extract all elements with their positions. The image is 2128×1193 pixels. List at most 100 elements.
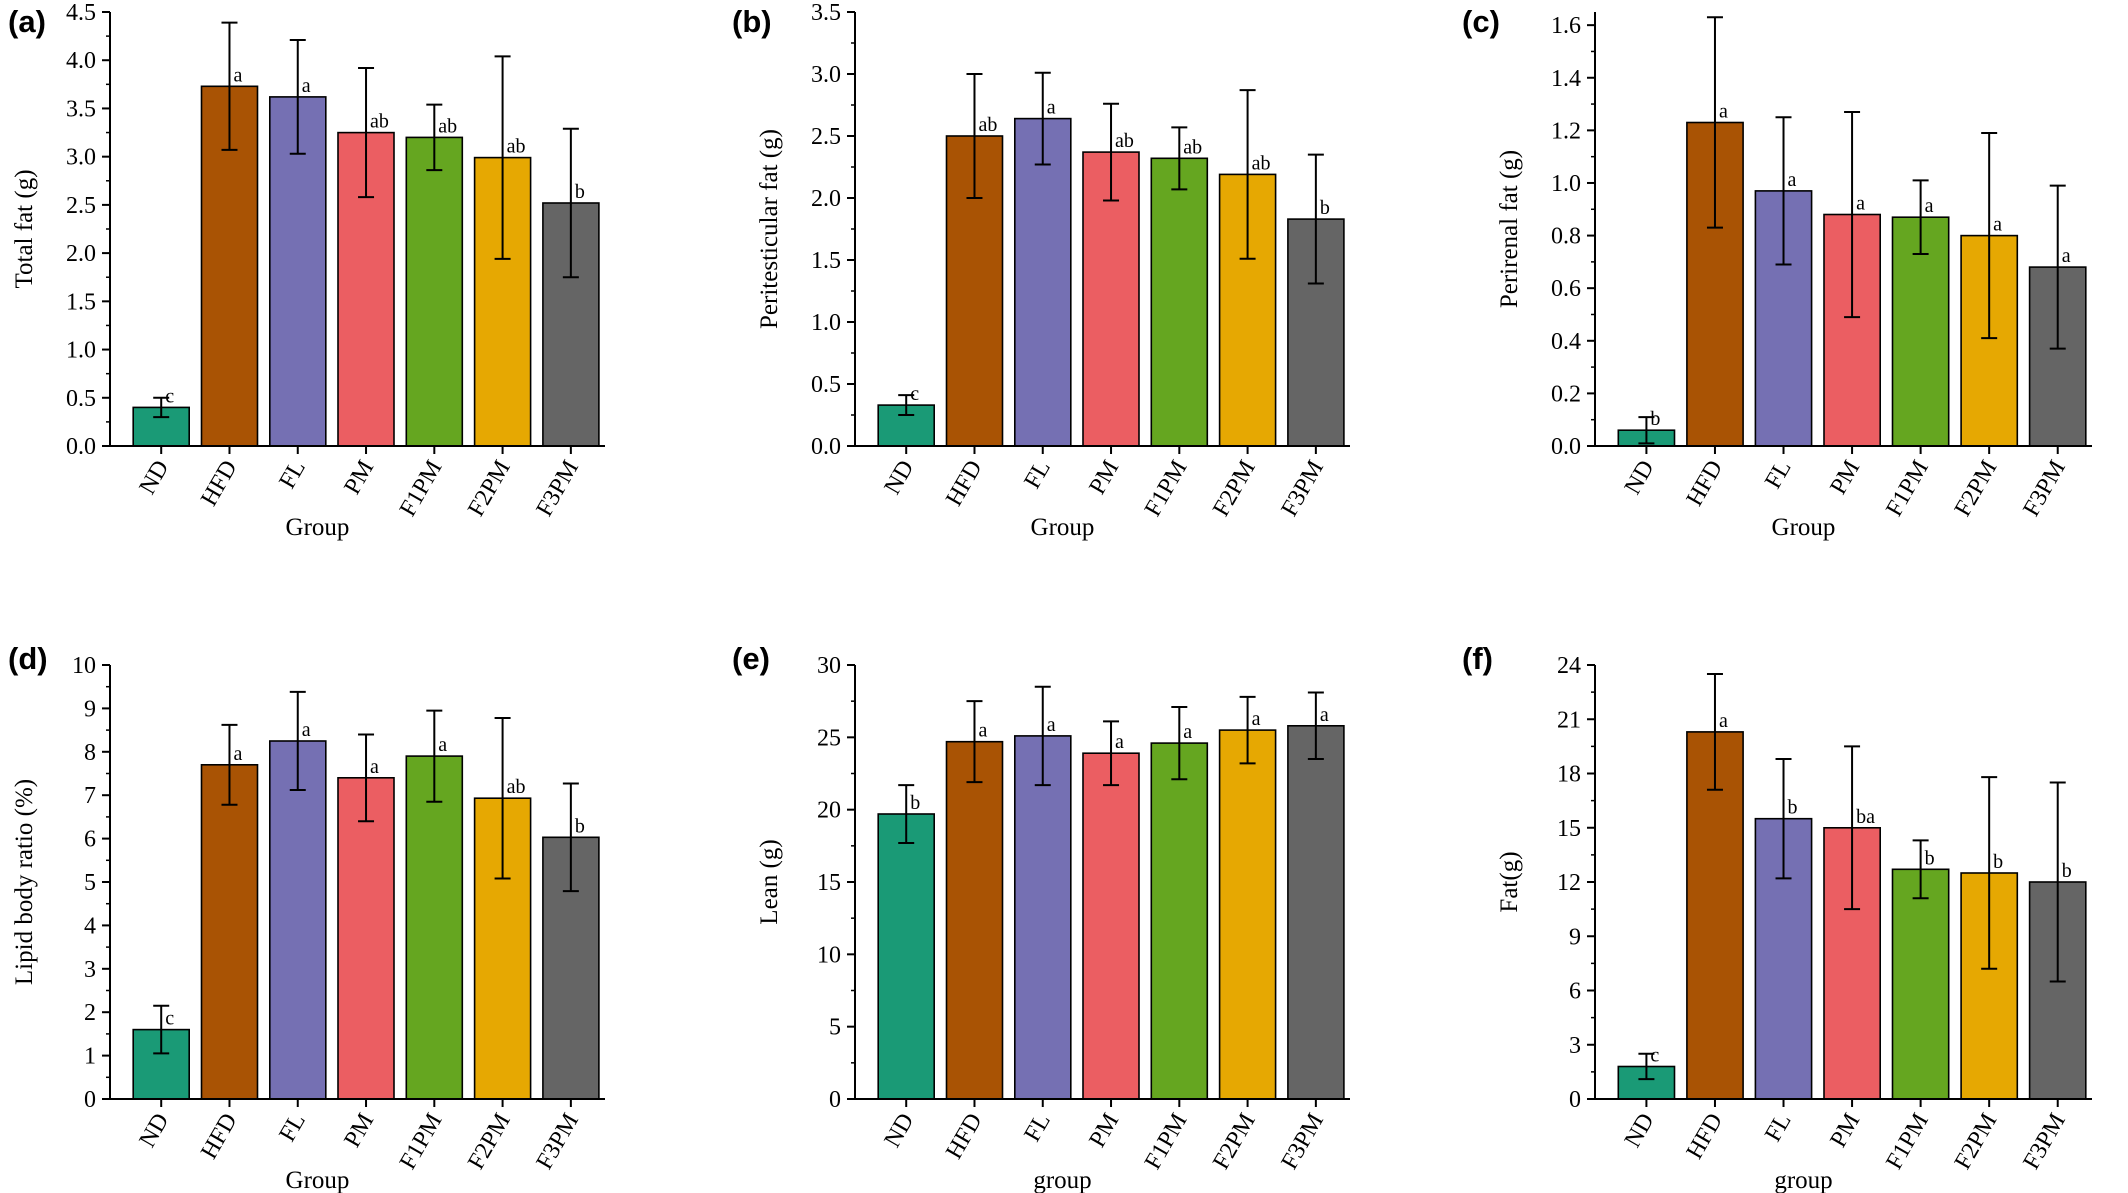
panel-e-sig-label-nd: b xyxy=(910,792,920,814)
panel-e-x-tick-label-pm: PM xyxy=(1084,1109,1124,1152)
panel-d-sig-label-fl: a xyxy=(302,719,311,741)
panel-b-y-tick-label: 0.5 xyxy=(811,372,841,398)
panel-f-y-tick-label: 3 xyxy=(1569,1033,1581,1059)
panel-e-bar-f2pm xyxy=(1218,729,1277,1100)
panel-d-y-tick-label: 9 xyxy=(84,696,96,722)
panel-d-y-tick-label: 1 xyxy=(84,1044,96,1070)
panel-a-x-tick-label-fl: FL xyxy=(274,456,311,493)
panel-f-y-tick-label: 12 xyxy=(1557,870,1581,896)
panel-a-y-tick-label: 2.0 xyxy=(66,241,96,267)
panel-b-sig-label-f3pm: b xyxy=(1320,197,1330,219)
panel-f-y-axis-title: Fat(g) xyxy=(1496,851,1523,912)
panel-e-x-tick-label-f2pm: F2PM xyxy=(1208,1109,1261,1174)
panel-f-y-tick-label: 0 xyxy=(1569,1087,1581,1113)
panel-b-y-tick-label: 1.0 xyxy=(811,310,841,336)
panel-a-x-tick-label-nd: ND xyxy=(135,456,175,499)
panel-a-x-tick-label-hfd: HFD xyxy=(196,456,243,511)
panel-d-sig-label-pm: a xyxy=(370,756,379,778)
panel-c-sig-label-nd: b xyxy=(1650,408,1660,430)
panel-d-y-tick-label: 4 xyxy=(84,913,96,939)
panel-f-sig-label-fl: b xyxy=(1788,797,1798,819)
panel-e-y-axis-title: Lean (g) xyxy=(756,839,783,924)
panel-b-y-tick-label: 0.0 xyxy=(811,434,841,460)
panel-e-sig-label-fl: a xyxy=(1047,714,1056,736)
panel-e-sig-label-hfd: a xyxy=(978,720,987,742)
panel-a-bar-pm xyxy=(337,131,395,447)
panel-c-x-tick-label-f1pm: F1PM xyxy=(1881,456,1934,521)
panel-f-sig-label-f3pm: b xyxy=(2062,860,2072,882)
panel-c-x-tick-label-nd: ND xyxy=(1620,456,1660,499)
panel-d-x-axis-title: Group xyxy=(286,1167,350,1193)
panel-d-y-tick-label: 7 xyxy=(84,783,96,809)
panel-b-bar-fl xyxy=(1013,117,1072,447)
panel-f-x-tick-label-pm: PM xyxy=(1825,1109,1865,1152)
panel-f-x-tick-label-hfd: HFD xyxy=(1682,1109,1729,1164)
panel-f-x-tick-label-fl: FL xyxy=(1760,1109,1797,1146)
panel-c-y-tick-label: 0.6 xyxy=(1551,276,1581,302)
panel-a-sig-label-f1pm: ab xyxy=(438,115,457,137)
panel-b-x-tick-label-nd: ND xyxy=(880,456,920,499)
panel-c-y-tick-label: 0.0 xyxy=(1551,434,1581,460)
panel-d-y-axis-title: Lipid body ratio (%) xyxy=(11,779,38,985)
panel-e-x-tick-label-f1pm: F1PM xyxy=(1140,1109,1193,1174)
panel-d-y-tick-label: 0 xyxy=(84,1087,96,1113)
panel-b-label: (b) xyxy=(732,4,772,39)
panel-e-bar-pm xyxy=(1082,752,1140,1100)
panel-b-x-tick-label-fl: FL xyxy=(1019,456,1056,493)
panel-c-sig-label-f1pm: a xyxy=(1925,195,1934,217)
panel-b-sig-label-f1pm: ab xyxy=(1183,136,1202,158)
panel-c-x-axis-title: Group xyxy=(1772,514,1836,541)
panel-f-y-tick-label: 21 xyxy=(1557,707,1581,733)
panel-f-label: (f) xyxy=(1462,641,1493,676)
panel-d-sig-label-f2pm: ab xyxy=(507,776,526,798)
panel-b-sig-label-f2pm: ab xyxy=(1252,152,1271,174)
panel-f-bar-f1pm xyxy=(1891,868,1950,1100)
panel-d-sig-label-f3pm: b xyxy=(575,815,585,837)
panel-a-y-tick-label: 0.5 xyxy=(66,386,96,412)
panel-d-x-tick-label-pm: PM xyxy=(339,1109,379,1152)
panel-d-y-tick-label: 3 xyxy=(84,957,96,983)
panel-e-y-tick-label: 20 xyxy=(817,798,841,824)
panel-a-sig-label-f3pm: b xyxy=(575,181,585,203)
panel-f-x-tick-label-f2pm: F2PM xyxy=(1950,1109,2003,1174)
panel-d-x-tick-label-f3pm: F3PM xyxy=(532,1109,585,1174)
panel-e-y-tick-label: 15 xyxy=(817,870,841,896)
panel-d-x-tick-label-f1pm: F1PM xyxy=(395,1109,448,1174)
panel-c-label: (c) xyxy=(1462,4,1500,39)
panel-e-y-tick-label: 5 xyxy=(829,1015,841,1041)
panel-d-y-tick-label: 8 xyxy=(84,740,96,766)
panel-e-bar-f3pm xyxy=(1287,724,1345,1100)
panel-a-y-tick-label: 4.5 xyxy=(66,0,96,26)
panel-e-sig-label-f3pm: a xyxy=(1320,704,1329,726)
panel-a-y-tick-label: 2.5 xyxy=(66,193,96,219)
panel-c-x-tick-label-pm: PM xyxy=(1825,456,1865,499)
panel-d-bar-f1pm xyxy=(405,755,464,1100)
panel-f-x-tick-label-f1pm: F1PM xyxy=(1881,1109,1934,1174)
panel-f-sig-label-nd: c xyxy=(1650,1044,1659,1066)
panel-c-sig-label-f3pm: a xyxy=(2062,245,2071,267)
panel-c-sig-label-hfd: a xyxy=(1719,100,1728,122)
panel-c-y-tick-label: 0.8 xyxy=(1551,224,1581,250)
panel-b-y-tick-label: 3.5 xyxy=(811,0,841,26)
panel-a-y-axis-title: Total fat (g) xyxy=(11,169,38,288)
panel-a-y-tick-label: 1.0 xyxy=(66,338,96,364)
panel-b-y-tick-label: 2.5 xyxy=(811,124,841,150)
panel-a-y-tick-label: 0.0 xyxy=(66,434,96,460)
panel-a-x-tick-label-f2pm: F2PM xyxy=(463,456,516,521)
panel-b-sig-label-nd: c xyxy=(910,383,919,405)
panel-b-x-axis-title: Group xyxy=(1031,514,1095,541)
panel-e-bar-nd xyxy=(877,813,936,1100)
panel-d-x-tick-label-fl: FL xyxy=(274,1109,311,1146)
panel-c-y-tick-label: 1.6 xyxy=(1551,13,1581,39)
panel-c-sig-label-pm: a xyxy=(1856,193,1865,215)
panel-a-sig-label-nd: c xyxy=(165,385,174,407)
panel-e-x-tick-label-nd: ND xyxy=(880,1109,920,1152)
panel-f-x-tick-label-nd: ND xyxy=(1620,1109,1660,1152)
panel-d-label: (d) xyxy=(8,641,48,676)
panel-e-sig-label-pm: a xyxy=(1115,731,1124,753)
panel-c-y-tick-label: 1.0 xyxy=(1551,171,1581,197)
panel-a-bar-f1pm xyxy=(405,136,464,447)
panel-e-bar-f1pm xyxy=(1150,742,1209,1100)
panel-f-x-axis-title: group xyxy=(1774,1167,1832,1193)
